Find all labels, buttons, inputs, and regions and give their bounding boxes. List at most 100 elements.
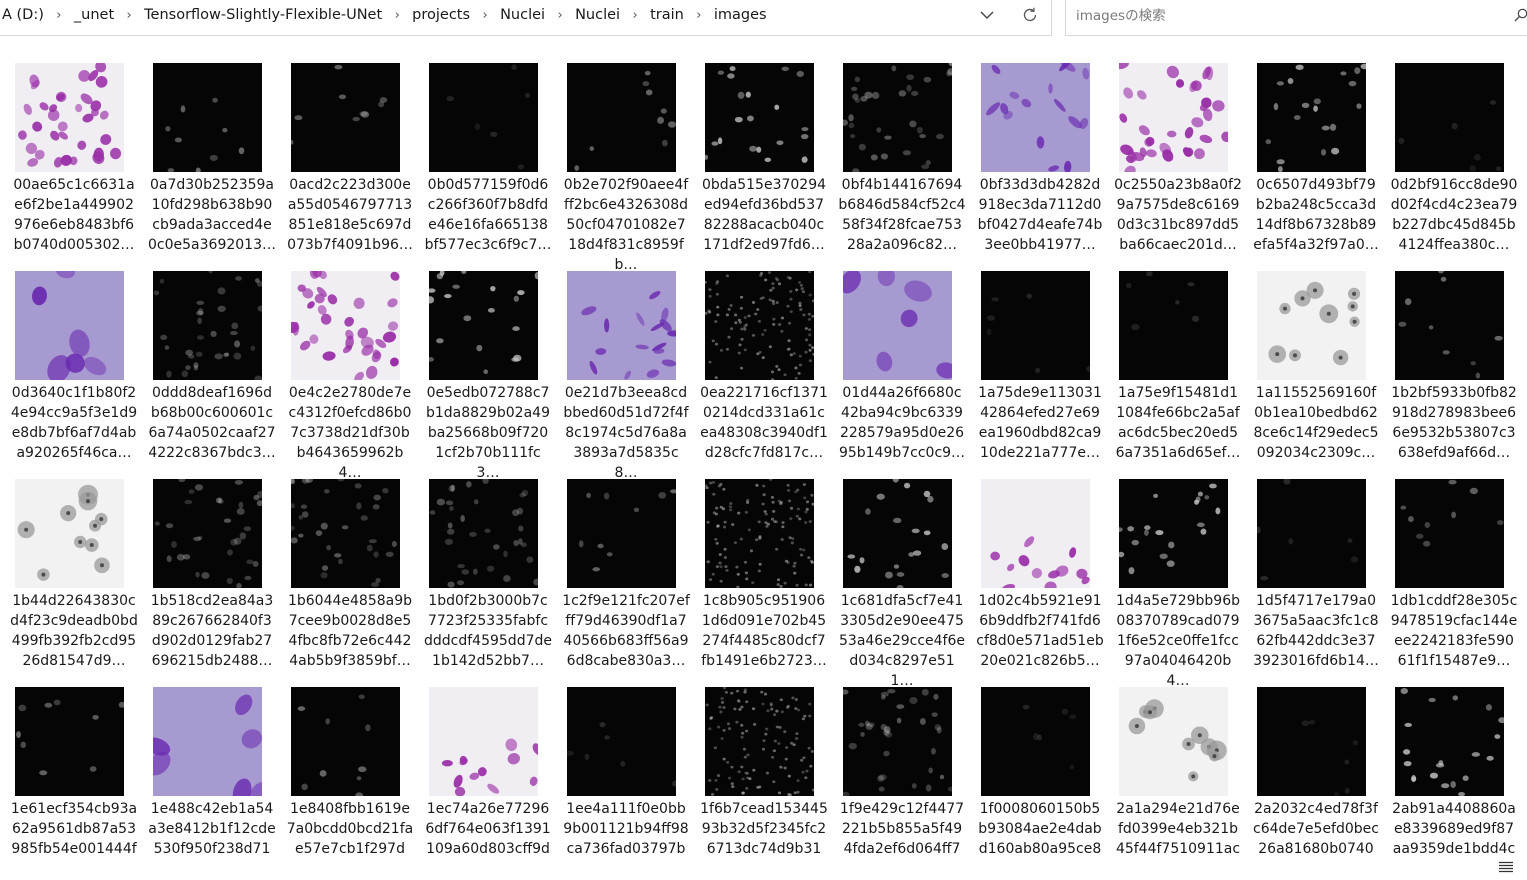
file-thumbnail[interactable] <box>429 479 538 588</box>
breadcrumb-separator-icon[interactable]: › <box>557 8 563 23</box>
file-item[interactable]: 0a7d30b252359a10fd298b638b90cb9ada3acced… <box>146 60 284 268</box>
file-thumbnail[interactable] <box>1119 687 1228 796</box>
file-item[interactable]: 1b518cd2ea84a389c267662840f3d902d0129fab… <box>146 476 284 684</box>
file-item[interactable]: 1c681dfa5cf7e413305d2e90ee47553a46e29cce… <box>836 476 974 689</box>
file-thumbnail[interactable] <box>843 479 952 588</box>
breadcrumb-separator-icon[interactable]: › <box>632 8 638 23</box>
file-thumbnail[interactable] <box>15 271 124 380</box>
breadcrumb-projects[interactable]: projects <box>412 7 471 23</box>
file-item[interactable]: 1c2f9e121fc207efff79d46390df1a740566b683… <box>560 476 698 684</box>
file-thumbnail[interactable] <box>153 687 262 796</box>
file-item[interactable]: 1bd0f2b3000b7c7723f25335fabfcdddcdf4595d… <box>422 476 560 684</box>
breadcrumb-separator-icon[interactable]: › <box>56 8 62 23</box>
file-thumbnail[interactable] <box>153 271 262 380</box>
file-thumbnail[interactable] <box>843 687 952 796</box>
file-item[interactable]: 2a2032c4ed78f3fc64de7e5efd0bec26a81680b0… <box>1250 684 1388 853</box>
file-item[interactable]: 1b44d22643830cd4f23c9deadb0bd499fb392fb2… <box>8 476 146 684</box>
file-item[interactable]: 0d2bf916cc8de90d02f4cd4c23ea79b227dbc45d… <box>1388 60 1520 268</box>
file-item[interactable]: 0e4c2e2780de7ec4312f0efcd86b07c3738d21df… <box>284 268 422 481</box>
breadcrumb-images[interactable]: images <box>713 7 767 23</box>
search-input[interactable] <box>1074 4 1508 28</box>
file-item[interactable]: 1e61ecf354cb93a62a9561db87a53985fb54e001… <box>8 684 146 853</box>
details-view-button[interactable] <box>1497 859 1515 875</box>
file-item[interactable]: 0e21d7b3eea8cdbbed60d51d72f4f8c1974c5d76… <box>560 268 698 481</box>
file-item[interactable]: 1f6b7cead15344593b32d5f2345fc26713dc74d9… <box>698 684 836 853</box>
file-thumbnail[interactable] <box>843 271 952 380</box>
file-item[interactable]: 0b0d577159f0d6c266f360f7b8dfde46e16fa665… <box>422 60 560 268</box>
file-thumbnail[interactable] <box>153 63 262 172</box>
file-item[interactable]: 1e8408fbb1619e7a0bcdd0bcd21fae57e7cb1f29… <box>284 684 422 853</box>
file-thumbnail[interactable] <box>15 479 124 588</box>
file-item[interactable]: 1e488c42eb1a54a3e8412b1f12cde530f950f238… <box>146 684 284 853</box>
file-thumbnail[interactable] <box>981 479 1090 588</box>
file-item[interactable]: 0bf4b144167694b6846d584cf52c458f34f28fca… <box>836 60 974 268</box>
search-box[interactable] <box>1065 0 1527 36</box>
file-thumbnail[interactable] <box>15 687 124 796</box>
file-thumbnail[interactable] <box>429 687 538 796</box>
breadcrumb-drive[interactable]: A (D:) <box>2 7 44 23</box>
breadcrumb-separator-icon[interactable]: › <box>696 8 702 23</box>
vertical-scrollbar[interactable] <box>1520 37 1527 853</box>
file-item[interactable]: 00ae65c1c6631ae6f2be1a449902976e6eb8483b… <box>8 60 146 268</box>
file-thumbnail[interactable] <box>705 479 814 588</box>
file-thumbnail[interactable] <box>1395 687 1504 796</box>
address-bar[interactable]: A (D:) › _unet › Tensorflow-Slightly-Flexibl… <box>0 0 1052 36</box>
file-view[interactable]: 00ae65c1c6631ae6f2be1a449902976e6eb8483b… <box>0 37 1520 853</box>
search-icon[interactable] <box>1514 8 1527 22</box>
file-thumbnail[interactable] <box>291 271 400 380</box>
file-thumbnail[interactable] <box>1119 479 1228 588</box>
file-thumbnail[interactable] <box>1257 687 1366 796</box>
file-thumbnail[interactable] <box>291 687 400 796</box>
file-item[interactable]: 1a11552569160f0b1ea10bedbd628ce6c14f29ed… <box>1250 268 1388 476</box>
file-thumbnail[interactable] <box>15 63 124 172</box>
file-item[interactable]: 0bda515e370294ed94efd36bd53782288acacb04… <box>698 60 836 268</box>
file-thumbnail[interactable] <box>843 63 952 172</box>
file-thumbnail[interactable] <box>705 63 814 172</box>
file-thumbnail[interactable] <box>153 479 262 588</box>
file-thumbnail[interactable] <box>1395 479 1504 588</box>
file-thumbnail[interactable] <box>567 271 676 380</box>
file-item[interactable]: 1f0008060150b5b93084ae2e4dabd160ab80a95c… <box>974 684 1112 853</box>
file-thumbnail[interactable] <box>429 63 538 172</box>
file-thumbnail[interactable] <box>1395 271 1504 380</box>
file-item[interactable]: 0c6507d493bf79b2ba248c5cca3d14df8b67328b… <box>1250 60 1388 268</box>
file-item[interactable]: 01d44a26f6680c42ba94c9bc6339228579a95d0e… <box>836 268 974 476</box>
breadcrumb-separator-icon[interactable]: › <box>482 8 488 23</box>
file-item[interactable]: 0e5edb072788c7b1da8829b02a49ba25668b09f7… <box>422 268 560 481</box>
file-thumbnail[interactable] <box>1395 63 1504 172</box>
file-item[interactable]: 0b2e702f90aee4fff2bc6e4326308d50cf047010… <box>560 60 698 273</box>
file-item[interactable]: 1d5f4717e179a03675a5aac3fc1c862fb442ddc3… <box>1250 476 1388 684</box>
file-item[interactable]: 0ea221716cf13710214dcd331a61cea48308c394… <box>698 268 836 476</box>
file-thumbnail[interactable] <box>1119 63 1228 172</box>
file-item[interactable]: 1d02c4b5921e916b9ddfb2f741fd6cf8d0e571ad… <box>974 476 1112 684</box>
refresh-button[interactable] <box>1018 4 1042 26</box>
file-item[interactable]: 0acd2c223d300ea55d0546797713851e818e5c69… <box>284 60 422 268</box>
file-item[interactable]: 2ab91a4408860ae8339689ed9f87aa9359de1bdd… <box>1388 684 1520 853</box>
breadcrumb-tensorflow-unet[interactable]: Tensorflow-Slightly-Flexible-UNet <box>144 7 383 23</box>
breadcrumb-nuclei[interactable]: Nuclei <box>500 7 546 23</box>
file-item[interactable]: 1b6044e4858a9b7cee9b0028d8e54fbc8fb72e6c… <box>284 476 422 684</box>
file-thumbnail[interactable] <box>1257 479 1366 588</box>
file-item[interactable]: 0d3640c1f1b80f24e94cc9a5f3e1d9e8db7bf6af… <box>8 268 146 476</box>
file-thumbnail[interactable] <box>567 63 676 172</box>
file-item[interactable]: 1a75e9f15481d11084fe66bc2a5afac6dc5bec20… <box>1112 268 1250 476</box>
file-item[interactable]: 1f9e429c12f4477221b5b855a5f494fda2ef6d06… <box>836 684 974 853</box>
file-thumbnail[interactable] <box>981 687 1090 796</box>
file-thumbnail[interactable] <box>291 63 400 172</box>
file-thumbnail[interactable] <box>1257 63 1366 172</box>
file-thumbnail[interactable] <box>1119 271 1228 380</box>
file-item[interactable]: 1b2bf5933b0fb82918d278983bee66e9532b5380… <box>1388 268 1520 476</box>
breadcrumb-unet[interactable]: _unet <box>73 7 115 23</box>
address-dropdown-button[interactable] <box>976 5 998 25</box>
file-item[interactable]: 1a75de9e11303142864efed27e69ea1960dbd82c… <box>974 268 1112 476</box>
file-thumbnail[interactable] <box>981 63 1090 172</box>
file-thumbnail[interactable] <box>705 271 814 380</box>
file-item[interactable]: 1d4a5e729bb96b08370789cad0791f6e52ce0ffe… <box>1112 476 1250 689</box>
file-thumbnail[interactable] <box>567 687 676 796</box>
file-item[interactable]: 1c8b905c9519061d6d091e702b45274f4485c80d… <box>698 476 836 684</box>
file-thumbnail[interactable] <box>1257 271 1366 380</box>
file-item[interactable]: 1db1cddf28e305c9478519cfac144eee2242183f… <box>1388 476 1520 684</box>
file-item[interactable]: 0ddd8deaf1696db68b00c600601c6a74a0502caa… <box>146 268 284 476</box>
file-item[interactable]: 0c2550a23b8a0f29a7575de8c61690d3c31bc897… <box>1112 60 1250 268</box>
file-item[interactable]: 2a1a294e21d76efd0399e4eb321b45f44f751091… <box>1112 684 1250 853</box>
